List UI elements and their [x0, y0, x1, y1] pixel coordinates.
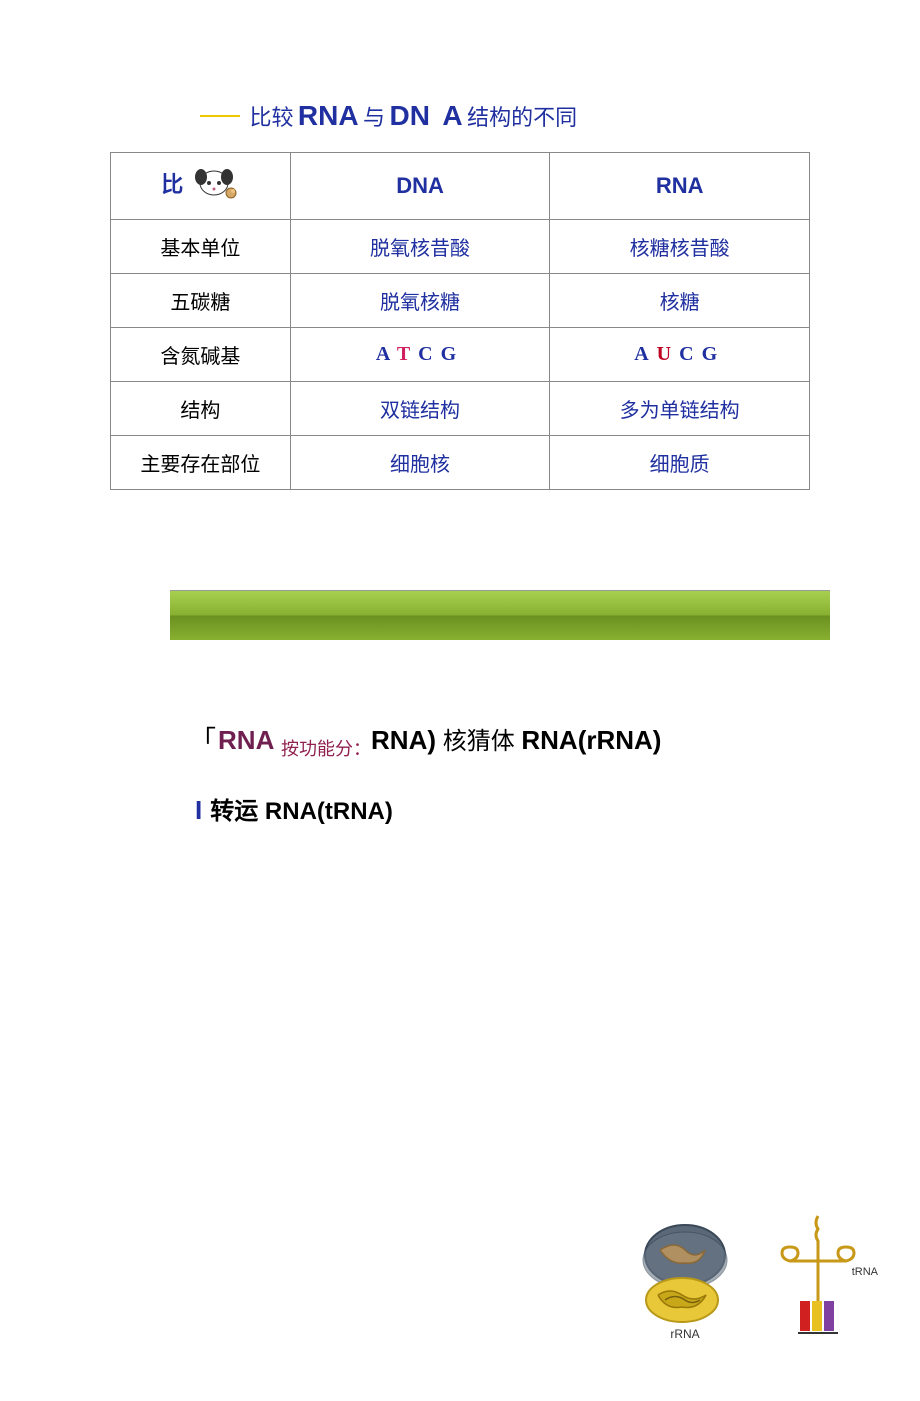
rna-types-line2: I 转运 RNA(tRNA): [195, 791, 920, 826]
row-rna: 细胞质: [550, 436, 810, 490]
row-dna: 脱氧核糖: [290, 274, 550, 328]
trna-text: RNA(tRNA): [265, 798, 393, 825]
comparison-table: 比 DNA RNA 基本单位 脱氧核昔酸 核糖核昔酸 五碳糖 脱氧核糖: [110, 152, 810, 490]
row-rna: 多为单链结构: [550, 382, 810, 436]
title-underline: [200, 115, 240, 117]
rna-types-line1: 「RNA 按功能分：RNA) 核猜体 RNA(rRNA): [190, 720, 920, 761]
table-row: 含氮碱基 ATCG AUCG: [111, 328, 810, 382]
trna-icon: tRNA: [770, 1211, 860, 1341]
base-letter: G: [702, 343, 726, 365]
row-dna-bases: ATCG: [290, 328, 550, 382]
base-letter: U: [657, 343, 679, 365]
dog-icon: [189, 165, 239, 207]
title-rna: RNA: [298, 100, 359, 131]
table-row: 五碳糖 脱氧核糖 核糖: [111, 274, 810, 328]
row-dna: 细胞核: [290, 436, 550, 490]
base-letter: C: [679, 343, 701, 365]
title-a: A: [442, 100, 462, 131]
trna-figure: tRNA: [770, 1211, 860, 1341]
rna-types-section: 「RNA 按功能分：RNA) 核猜体 RNA(rRNA) I 转运 RNA(tRN…: [190, 720, 920, 826]
table-row: 结构 双链结构 多为单链结构: [111, 382, 810, 436]
base-letter: A: [376, 343, 397, 365]
table-row: 基本单位 脱氧核昔酸 核糖核昔酸: [111, 220, 810, 274]
row-label: 主要存在部位: [111, 436, 291, 490]
header-compare: 比: [111, 153, 291, 220]
row-label: 含氮碱基: [111, 328, 291, 382]
table-header-row: 比 DNA RNA: [111, 153, 810, 220]
row-dna: 双链结构: [290, 382, 550, 436]
row-label: 结构: [111, 382, 291, 436]
header-compare-text: 比: [161, 172, 183, 197]
title-dn: DN: [390, 100, 430, 131]
row-dna: 脱氧核昔酸: [290, 220, 550, 274]
row-label: 基本单位: [111, 220, 291, 274]
line2-i: I: [195, 795, 202, 825]
row-rna: 核糖核昔酸: [550, 220, 810, 274]
row-rna-bases: AUCG: [550, 328, 810, 382]
ribo-text: 核猜体: [443, 728, 515, 755]
page-title: 比较 RNA 与 DN A 结构的不同: [200, 100, 920, 132]
bottom-images: rRNA tRNA: [630, 1211, 860, 1341]
base-letter: G: [441, 343, 465, 365]
rna-paren: RNA): [371, 725, 436, 755]
title-prefix: 比较: [249, 105, 293, 130]
rrna-text: RNA(rRNA): [521, 725, 661, 755]
trna-side-label: tRNA: [852, 1266, 878, 1278]
base-letter: A: [634, 343, 656, 365]
base-letter: T: [397, 343, 418, 365]
base-letter: C: [418, 343, 440, 365]
header-rna: RNA: [550, 153, 810, 220]
rna-sub: 按功能分：: [281, 739, 371, 759]
header-dna: DNA: [290, 153, 550, 220]
title-suffix: 结构的不同: [467, 105, 577, 130]
row-label: 五碳糖: [111, 274, 291, 328]
bracket: 「: [190, 725, 216, 755]
rna-label: RNA: [218, 725, 274, 755]
rrna-figure: rRNA: [630, 1215, 740, 1341]
transfer-text: 转运: [210, 798, 258, 825]
rrna-icon: [630, 1215, 740, 1325]
title-connector: 与: [363, 105, 385, 130]
green-divider-bar: [170, 590, 830, 640]
rrna-label: rRNA: [630, 1327, 740, 1341]
row-rna: 核糖: [550, 274, 810, 328]
table-row: 主要存在部位 细胞核 细胞质: [111, 436, 810, 490]
